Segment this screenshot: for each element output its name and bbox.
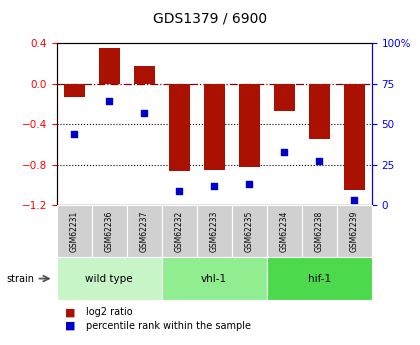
Bar bbox=[204, 84, 225, 170]
Bar bbox=[134, 67, 155, 84]
Text: strain: strain bbox=[6, 274, 34, 284]
Text: GSM62237: GSM62237 bbox=[140, 210, 149, 252]
Bar bbox=[64, 84, 85, 97]
Point bbox=[316, 159, 323, 164]
Text: GSM62236: GSM62236 bbox=[105, 210, 114, 252]
Text: ■: ■ bbox=[65, 321, 76, 331]
Bar bbox=[274, 84, 295, 111]
Point bbox=[141, 110, 147, 116]
Text: GSM62235: GSM62235 bbox=[245, 210, 254, 252]
Text: GDS1379 / 6900: GDS1379 / 6900 bbox=[153, 12, 267, 26]
Point bbox=[211, 183, 218, 189]
Text: hif-1: hif-1 bbox=[307, 274, 331, 284]
Point bbox=[281, 149, 288, 155]
Text: GSM62234: GSM62234 bbox=[280, 210, 289, 252]
Bar bbox=[239, 84, 260, 167]
Point bbox=[71, 131, 78, 137]
Bar bbox=[309, 84, 330, 139]
Text: GSM62238: GSM62238 bbox=[315, 210, 324, 252]
Point bbox=[176, 188, 183, 194]
Bar bbox=[99, 48, 120, 84]
Text: ■: ■ bbox=[65, 307, 76, 317]
Point bbox=[246, 181, 252, 187]
Text: wild type: wild type bbox=[85, 274, 133, 284]
Bar bbox=[169, 84, 190, 171]
Text: GSM62233: GSM62233 bbox=[210, 210, 219, 252]
Text: GSM62231: GSM62231 bbox=[70, 210, 79, 252]
Text: GSM62232: GSM62232 bbox=[175, 210, 184, 252]
Text: vhl-1: vhl-1 bbox=[201, 274, 227, 284]
Point bbox=[351, 198, 357, 203]
Text: log2 ratio: log2 ratio bbox=[86, 307, 133, 317]
Bar bbox=[344, 84, 365, 190]
Text: percentile rank within the sample: percentile rank within the sample bbox=[86, 321, 251, 331]
Point bbox=[106, 99, 113, 104]
Text: GSM62239: GSM62239 bbox=[350, 210, 359, 252]
